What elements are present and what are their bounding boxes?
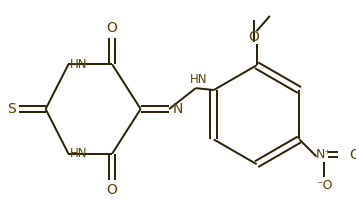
Text: HN: HN — [190, 73, 208, 86]
Text: N: N — [173, 102, 183, 116]
Text: O: O — [107, 183, 117, 197]
Text: N⁺: N⁺ — [316, 148, 332, 161]
Text: HN: HN — [70, 58, 88, 71]
Text: methyl line implied by text: methyl line implied by text — [251, 12, 270, 14]
Text: O: O — [248, 30, 259, 44]
Text: HN: HN — [70, 147, 88, 160]
Text: ⁻O: ⁻O — [316, 178, 333, 192]
Text: O: O — [107, 21, 117, 35]
Text: S: S — [7, 102, 16, 116]
Text: O: O — [257, 19, 258, 20]
Text: O: O — [349, 148, 356, 162]
